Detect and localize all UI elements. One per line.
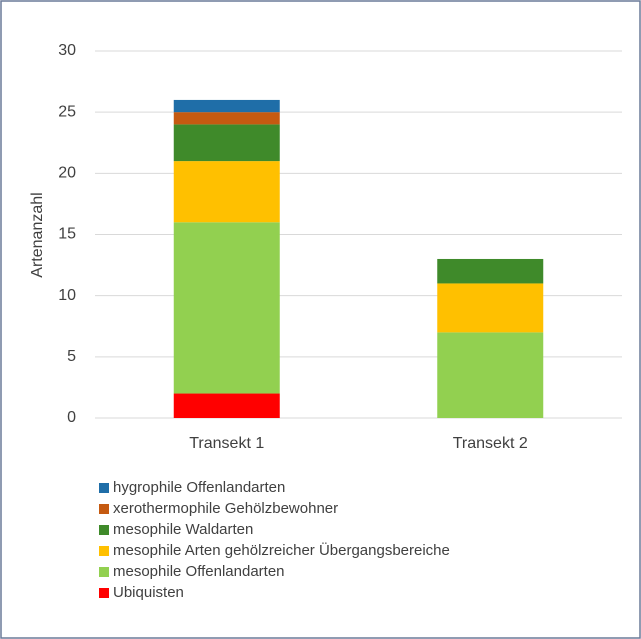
y-tick-label: 15 bbox=[58, 226, 76, 243]
y-tick-label: 10 bbox=[58, 287, 76, 304]
y-tick-label: 25 bbox=[58, 103, 76, 120]
bar-segment bbox=[437, 332, 544, 418]
bar-segment bbox=[173, 124, 280, 162]
y-tick-label: 0 bbox=[67, 409, 76, 426]
y-tick-label: 20 bbox=[58, 165, 76, 182]
legend-swatch bbox=[99, 588, 109, 598]
bar-segment bbox=[173, 161, 280, 223]
legend-swatch bbox=[99, 504, 109, 514]
y-tick-label: 30 bbox=[58, 42, 76, 59]
bar-segment bbox=[173, 222, 280, 394]
bar-segment bbox=[437, 283, 544, 333]
legend-swatch bbox=[99, 483, 109, 493]
x-tick-label: Transekt 2 bbox=[453, 435, 528, 452]
bar-segment bbox=[173, 393, 280, 418]
legend-swatch bbox=[99, 567, 109, 577]
y-tick-label: 5 bbox=[67, 348, 76, 365]
legend-swatch bbox=[99, 546, 109, 556]
y-axis-label: Artenanzahl bbox=[29, 192, 46, 277]
legend-label: mesophile Offenlandarten bbox=[113, 563, 285, 580]
legend-label: xerothermophile Gehölzbewohner bbox=[113, 500, 338, 517]
legend-label: mesophile Arten gehölzreicher Übergangsb… bbox=[113, 541, 450, 559]
bar-segment bbox=[173, 112, 280, 125]
x-tick-label: Transekt 1 bbox=[189, 435, 264, 452]
bar-segment bbox=[173, 99, 280, 113]
bar-segment bbox=[437, 258, 544, 284]
legend-label: mesophile Waldarten bbox=[113, 521, 253, 538]
legend-swatch bbox=[99, 525, 109, 535]
legend-label: hygrophile Offenlandarten bbox=[113, 479, 285, 496]
legend-label: Ubiquisten bbox=[113, 584, 184, 601]
